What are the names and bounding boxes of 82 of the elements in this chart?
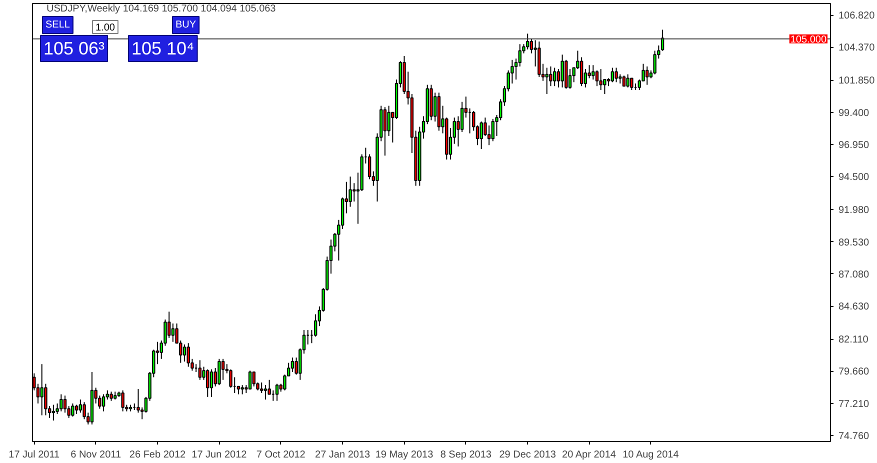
y-tick-label: 84.630	[838, 302, 870, 313]
y-tick-label: 104.370	[838, 42, 876, 54]
candlestick	[552, 67, 556, 87]
y-tick-label: 79.660	[838, 366, 870, 378]
annotation: SELL	[46, 20, 70, 30]
candlestick	[63, 395, 67, 414]
x-tick-label: 7 Oct 2012	[256, 450, 306, 460]
x-tick-label: 29 Dec 2013	[499, 450, 556, 460]
candlestick	[60, 394, 63, 412]
candlestick	[264, 384, 268, 400]
candlestick	[592, 64, 595, 80]
candlestick	[560, 54, 564, 88]
candlestick	[252, 371, 256, 387]
candlestick	[599, 68, 602, 91]
x-tick-label: 6 Nov 2011	[70, 450, 122, 460]
candlestick	[368, 154, 372, 180]
y-tick-label: 101.850	[838, 76, 876, 87]
candlestick	[71, 402, 74, 418]
candlestick	[182, 344, 186, 362]
candlestick	[580, 56, 584, 87]
candlestick	[206, 368, 210, 398]
candlestick	[595, 70, 599, 87]
candlestick	[526, 33, 530, 50]
annotation: 105 10⁴	[132, 38, 194, 58]
candlestick	[260, 382, 264, 394]
candlestick	[626, 74, 630, 88]
candlestick	[275, 383, 279, 402]
y-tick-label: 82.110	[838, 334, 869, 346]
chart-title: USDJPY,Weekly 104.169 105.700 104.094 105.063	[46, 4, 276, 14]
candlestick	[460, 101, 464, 133]
candlestick	[352, 182, 356, 202]
candlestick	[491, 118, 495, 142]
candlestick	[290, 357, 294, 372]
x-tick-label: 17 Jul 2011	[8, 450, 60, 460]
candlestick	[545, 67, 548, 94]
candlestick	[630, 78, 634, 91]
candlestick	[383, 106, 387, 156]
annotation: 1.00	[96, 22, 116, 34]
x-tick-label: 19 May 2013	[375, 450, 434, 460]
x-tick-label: 26 Feb 2012	[129, 450, 186, 460]
x-tick-label: 8 Sep 2013	[440, 450, 492, 460]
y-tick-label: 99.400	[838, 108, 870, 119]
candlestick	[186, 342, 190, 368]
candlestick	[121, 390, 124, 412]
candlestick	[210, 368, 214, 398]
candlestick	[198, 360, 202, 380]
candlestick	[218, 358, 221, 386]
candlestick	[518, 44, 522, 67]
candlestick	[530, 38, 534, 54]
annotation: BUY	[176, 20, 196, 30]
x-tick-label: 10 Aug 2014	[622, 450, 680, 460]
candlestick	[487, 124, 491, 146]
y-tick-label: 89.530	[838, 237, 870, 248]
candlestick	[248, 370, 252, 390]
y-tick-label: 74.760	[838, 430, 870, 442]
y-tick-label: 106.820	[838, 10, 876, 22]
candlestick	[314, 314, 318, 338]
candlestick	[614, 67, 618, 83]
x-tick-label: 17 Jun 2012	[192, 450, 248, 460]
candlestick	[622, 75, 626, 87]
x-tick-label: 20 Apr 2014	[562, 450, 616, 460]
y-tick-label: 96.950	[838, 140, 870, 151]
candlestick	[40, 364, 44, 416]
annotation: 105 06³	[44, 38, 105, 58]
candlestick	[221, 358, 225, 380]
candlestick	[610, 67, 614, 83]
y-tick-label: 94.500	[838, 172, 870, 184]
candlestick	[102, 394, 106, 412]
candlestick	[74, 404, 78, 414]
y-tick-label: 91.980	[838, 205, 870, 216]
candlestick	[618, 74, 622, 84]
candlestick	[52, 404, 56, 422]
candlestick	[110, 391, 113, 402]
y-tick-label: 77.210	[838, 398, 870, 410]
candlestick	[646, 66, 649, 86]
x-tick-label: 27 Jan 2013	[315, 450, 371, 460]
candlestick	[171, 322, 175, 342]
candlestick	[78, 399, 82, 414]
candlestick	[240, 384, 244, 395]
candlestick	[480, 121, 483, 150]
y-tick-label: 87.080	[838, 269, 870, 280]
ref-line-label: 105.000	[790, 34, 827, 46]
